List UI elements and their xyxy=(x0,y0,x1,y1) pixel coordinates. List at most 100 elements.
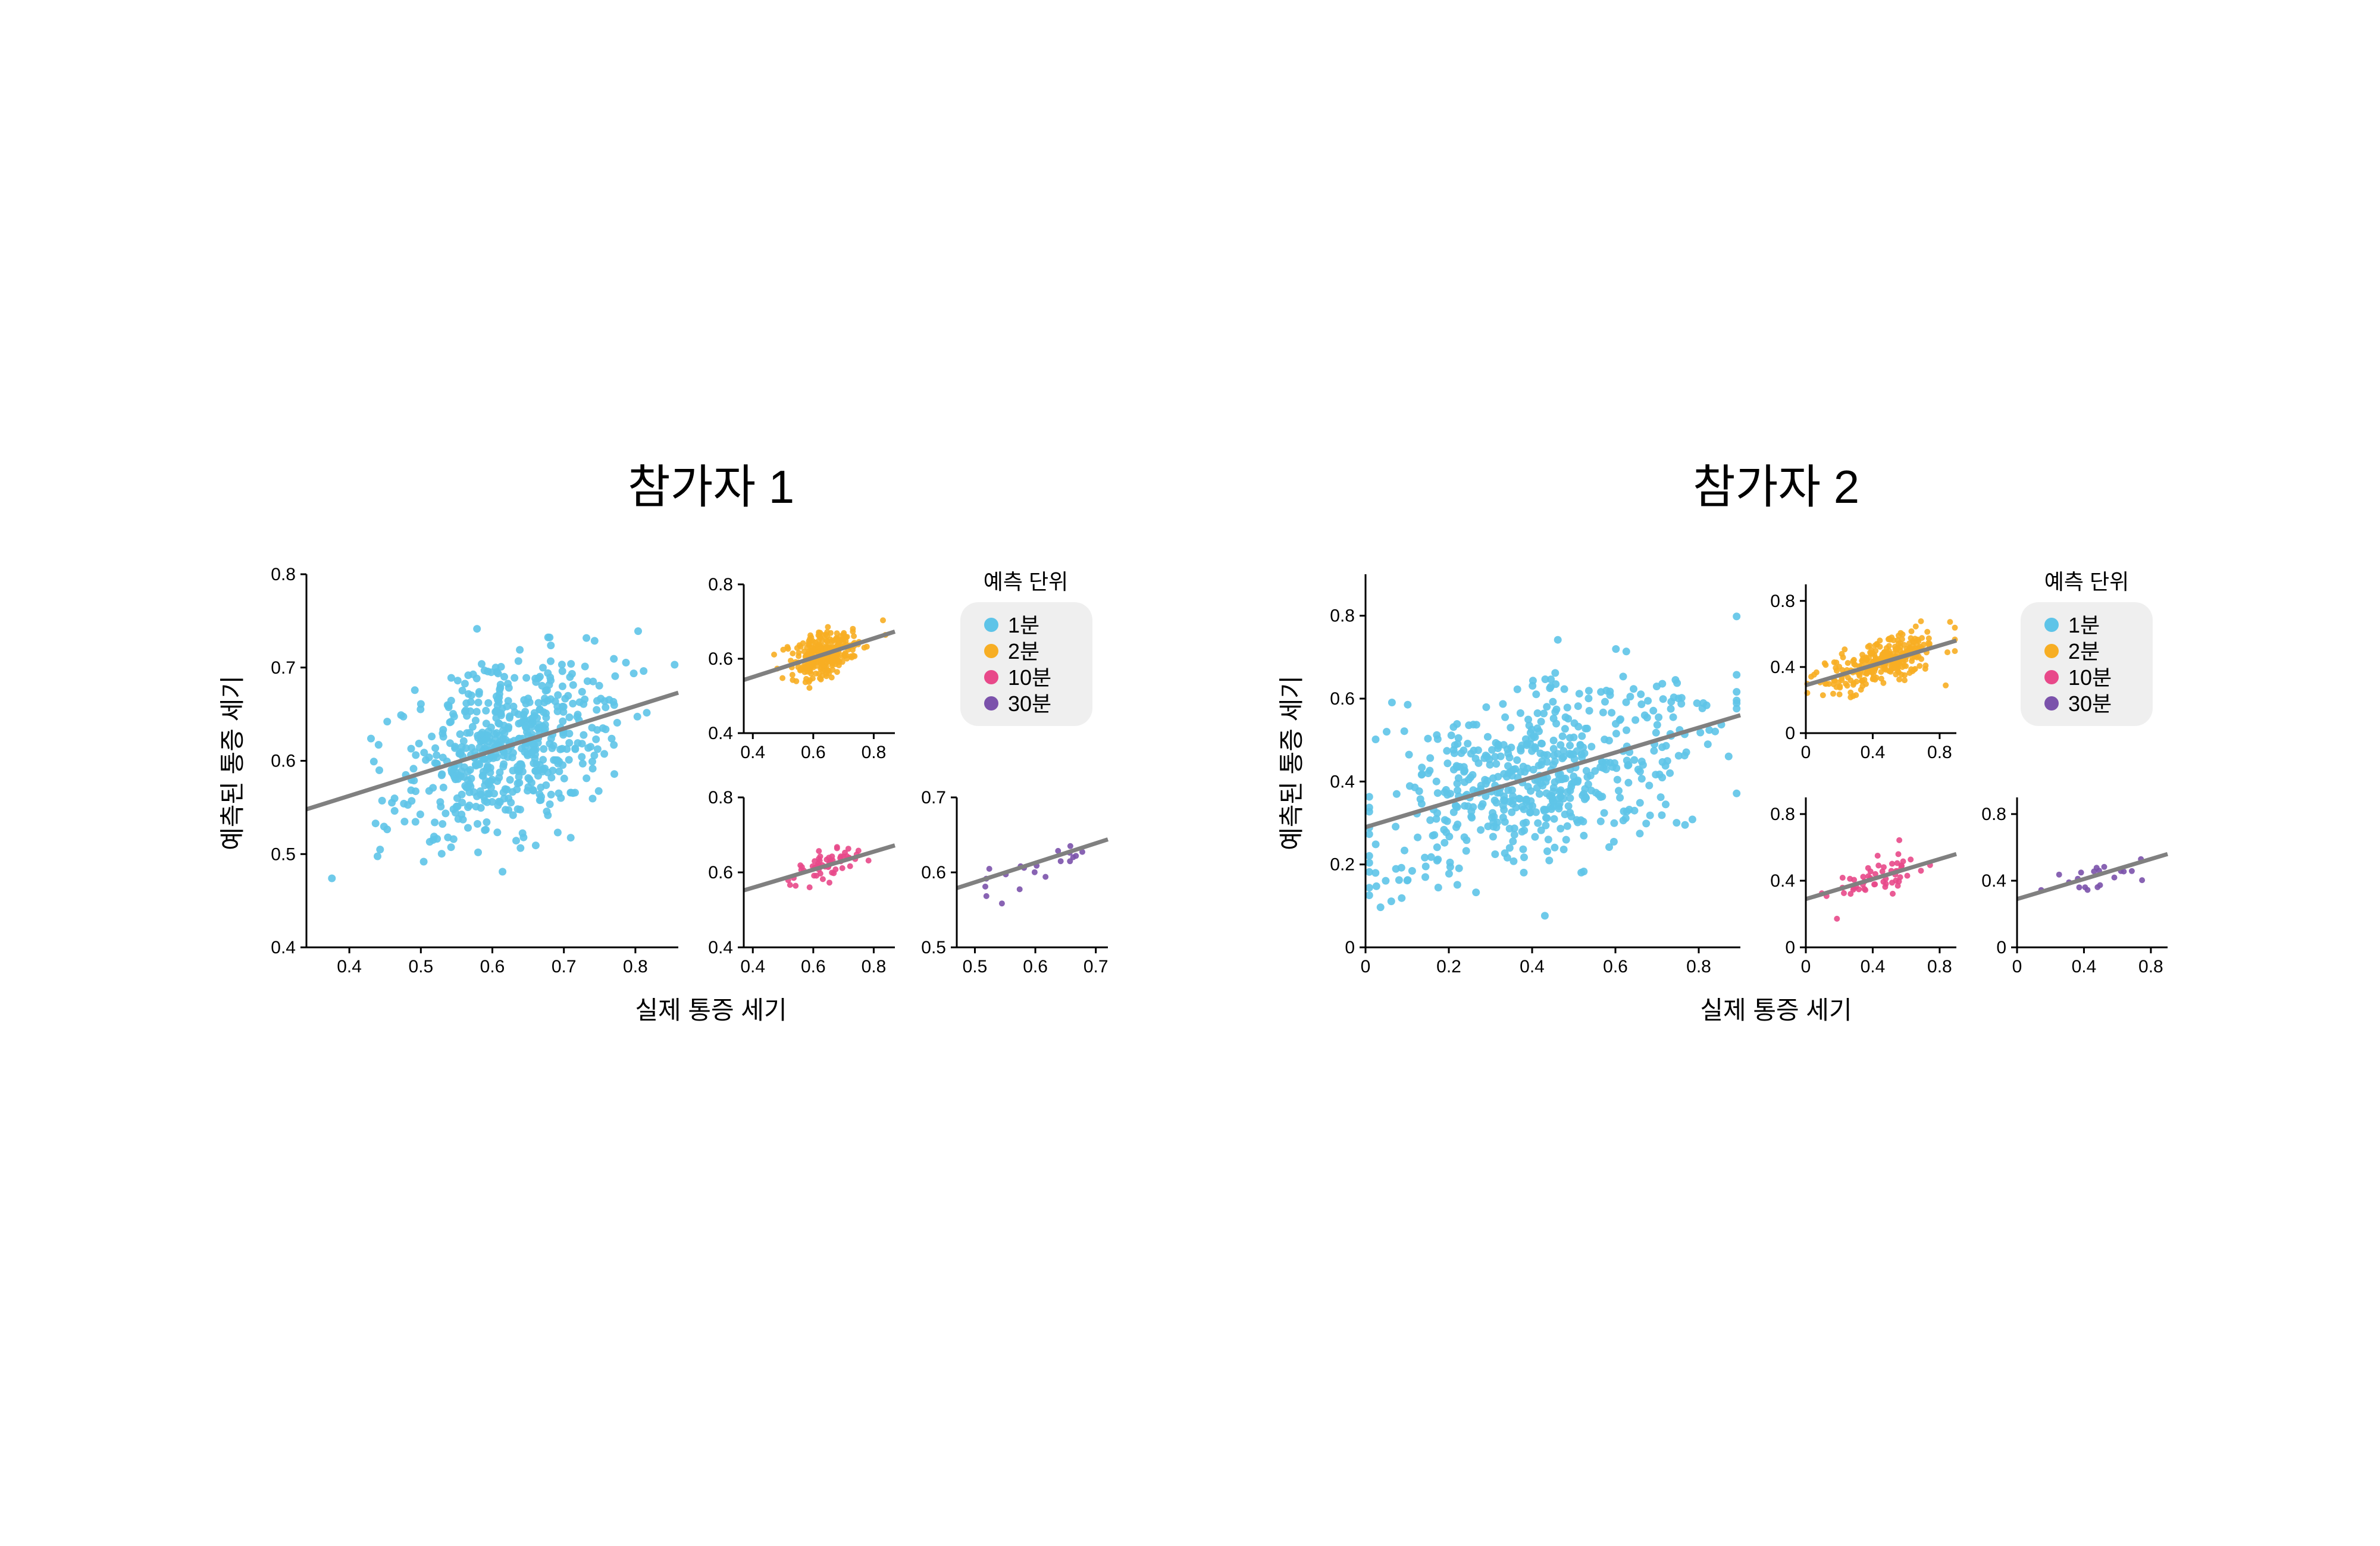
data-point xyxy=(484,699,493,707)
data-point xyxy=(797,643,804,650)
data-point xyxy=(1669,713,1677,721)
data-point xyxy=(466,698,475,706)
data-point xyxy=(429,784,437,792)
legend-label: 2분 xyxy=(1008,639,1039,664)
data-point xyxy=(1042,874,1049,880)
data-point xyxy=(1836,691,1843,697)
data-point xyxy=(1830,681,1837,687)
data-point xyxy=(588,765,597,773)
data-point xyxy=(1455,864,1463,872)
data-point xyxy=(522,674,531,682)
data-point xyxy=(1513,685,1521,693)
data-point xyxy=(1630,685,1637,693)
data-point xyxy=(845,846,851,852)
data-point xyxy=(788,658,794,664)
data-point xyxy=(487,777,495,785)
data-point xyxy=(1433,789,1442,797)
data-point xyxy=(1534,819,1542,827)
data-point xyxy=(1864,657,1870,664)
data-point xyxy=(1599,708,1607,716)
data-point xyxy=(1551,708,1559,716)
data-point xyxy=(1631,716,1640,724)
data-point xyxy=(1623,726,1630,734)
data-point xyxy=(441,809,450,818)
data-point xyxy=(1872,656,1879,662)
data-point xyxy=(1450,749,1458,758)
data-point xyxy=(1552,680,1560,688)
data-point xyxy=(1474,746,1482,755)
data-point xyxy=(1874,853,1881,859)
data-point xyxy=(605,696,613,704)
data-point xyxy=(1872,881,1878,887)
data-point xyxy=(1658,680,1667,688)
data-point xyxy=(1549,797,1557,805)
data-point xyxy=(569,681,577,689)
data-point xyxy=(509,749,517,757)
data-point xyxy=(451,743,459,751)
data-point xyxy=(1585,706,1593,715)
data-point xyxy=(453,677,462,685)
data-point xyxy=(1452,802,1461,810)
data-point xyxy=(583,677,591,686)
data-point xyxy=(1537,826,1545,834)
data-point xyxy=(1447,731,1455,740)
data-point xyxy=(599,724,607,733)
data-point xyxy=(1896,676,1903,683)
data-point xyxy=(611,672,619,680)
data-point xyxy=(367,734,375,743)
data-point xyxy=(1605,737,1613,744)
data-point xyxy=(493,702,502,710)
data-point xyxy=(780,646,787,653)
data-point xyxy=(1612,730,1620,738)
data-point xyxy=(1574,778,1582,786)
data-point xyxy=(1533,709,1542,717)
data-point xyxy=(422,756,430,764)
y-tick-label: 0.6 xyxy=(708,649,733,669)
data-point xyxy=(1582,766,1590,775)
data-point xyxy=(1888,663,1894,669)
data-point xyxy=(804,644,810,651)
data-point xyxy=(1666,769,1674,777)
data-point xyxy=(613,719,621,727)
x-tick-label: 0.4 xyxy=(2072,957,2097,977)
data-point xyxy=(540,745,548,753)
data-point xyxy=(407,786,415,794)
legend-label: 1분 xyxy=(2068,613,2100,637)
panel-participant-1: 참가자 1 실제 통증 세기 예측된 통증 세기 0.4 0.5 0.6 0.7 0.8… xyxy=(218,461,1109,1024)
y-tick-label: 0.8 xyxy=(1770,805,1795,824)
data-point xyxy=(527,746,535,754)
data-point xyxy=(568,669,576,678)
data-point xyxy=(1564,802,1573,810)
data-point xyxy=(436,798,444,806)
data-point xyxy=(1549,744,1558,753)
data-point xyxy=(1499,700,1507,708)
data-point xyxy=(1608,709,1616,717)
data-point xyxy=(1608,763,1617,771)
data-point xyxy=(475,688,483,696)
data-point xyxy=(2056,871,2062,878)
data-point xyxy=(464,767,472,775)
data-point xyxy=(1501,818,1509,826)
data-point xyxy=(1489,809,1497,817)
data-point xyxy=(478,660,486,668)
data-point xyxy=(1859,677,1865,684)
data-point xyxy=(1537,779,1545,787)
data-point xyxy=(1547,805,1555,813)
data-point xyxy=(1830,690,1836,697)
data-point xyxy=(439,820,447,828)
legend: 예측 단위 1분 2분 10분 30분 xyxy=(960,569,1092,726)
data-point xyxy=(458,767,466,775)
data-point xyxy=(817,871,823,877)
data-point xyxy=(1365,859,1373,867)
y-tick-label: 0.8 xyxy=(708,788,733,808)
data-point xyxy=(581,695,589,703)
data-point xyxy=(1510,831,1518,839)
data-point xyxy=(1414,833,1422,841)
data-points xyxy=(328,625,679,882)
data-point xyxy=(503,753,512,761)
data-point xyxy=(812,639,819,646)
legend-marker xyxy=(984,670,998,684)
data-point xyxy=(400,800,408,808)
data-point xyxy=(2084,887,2091,893)
